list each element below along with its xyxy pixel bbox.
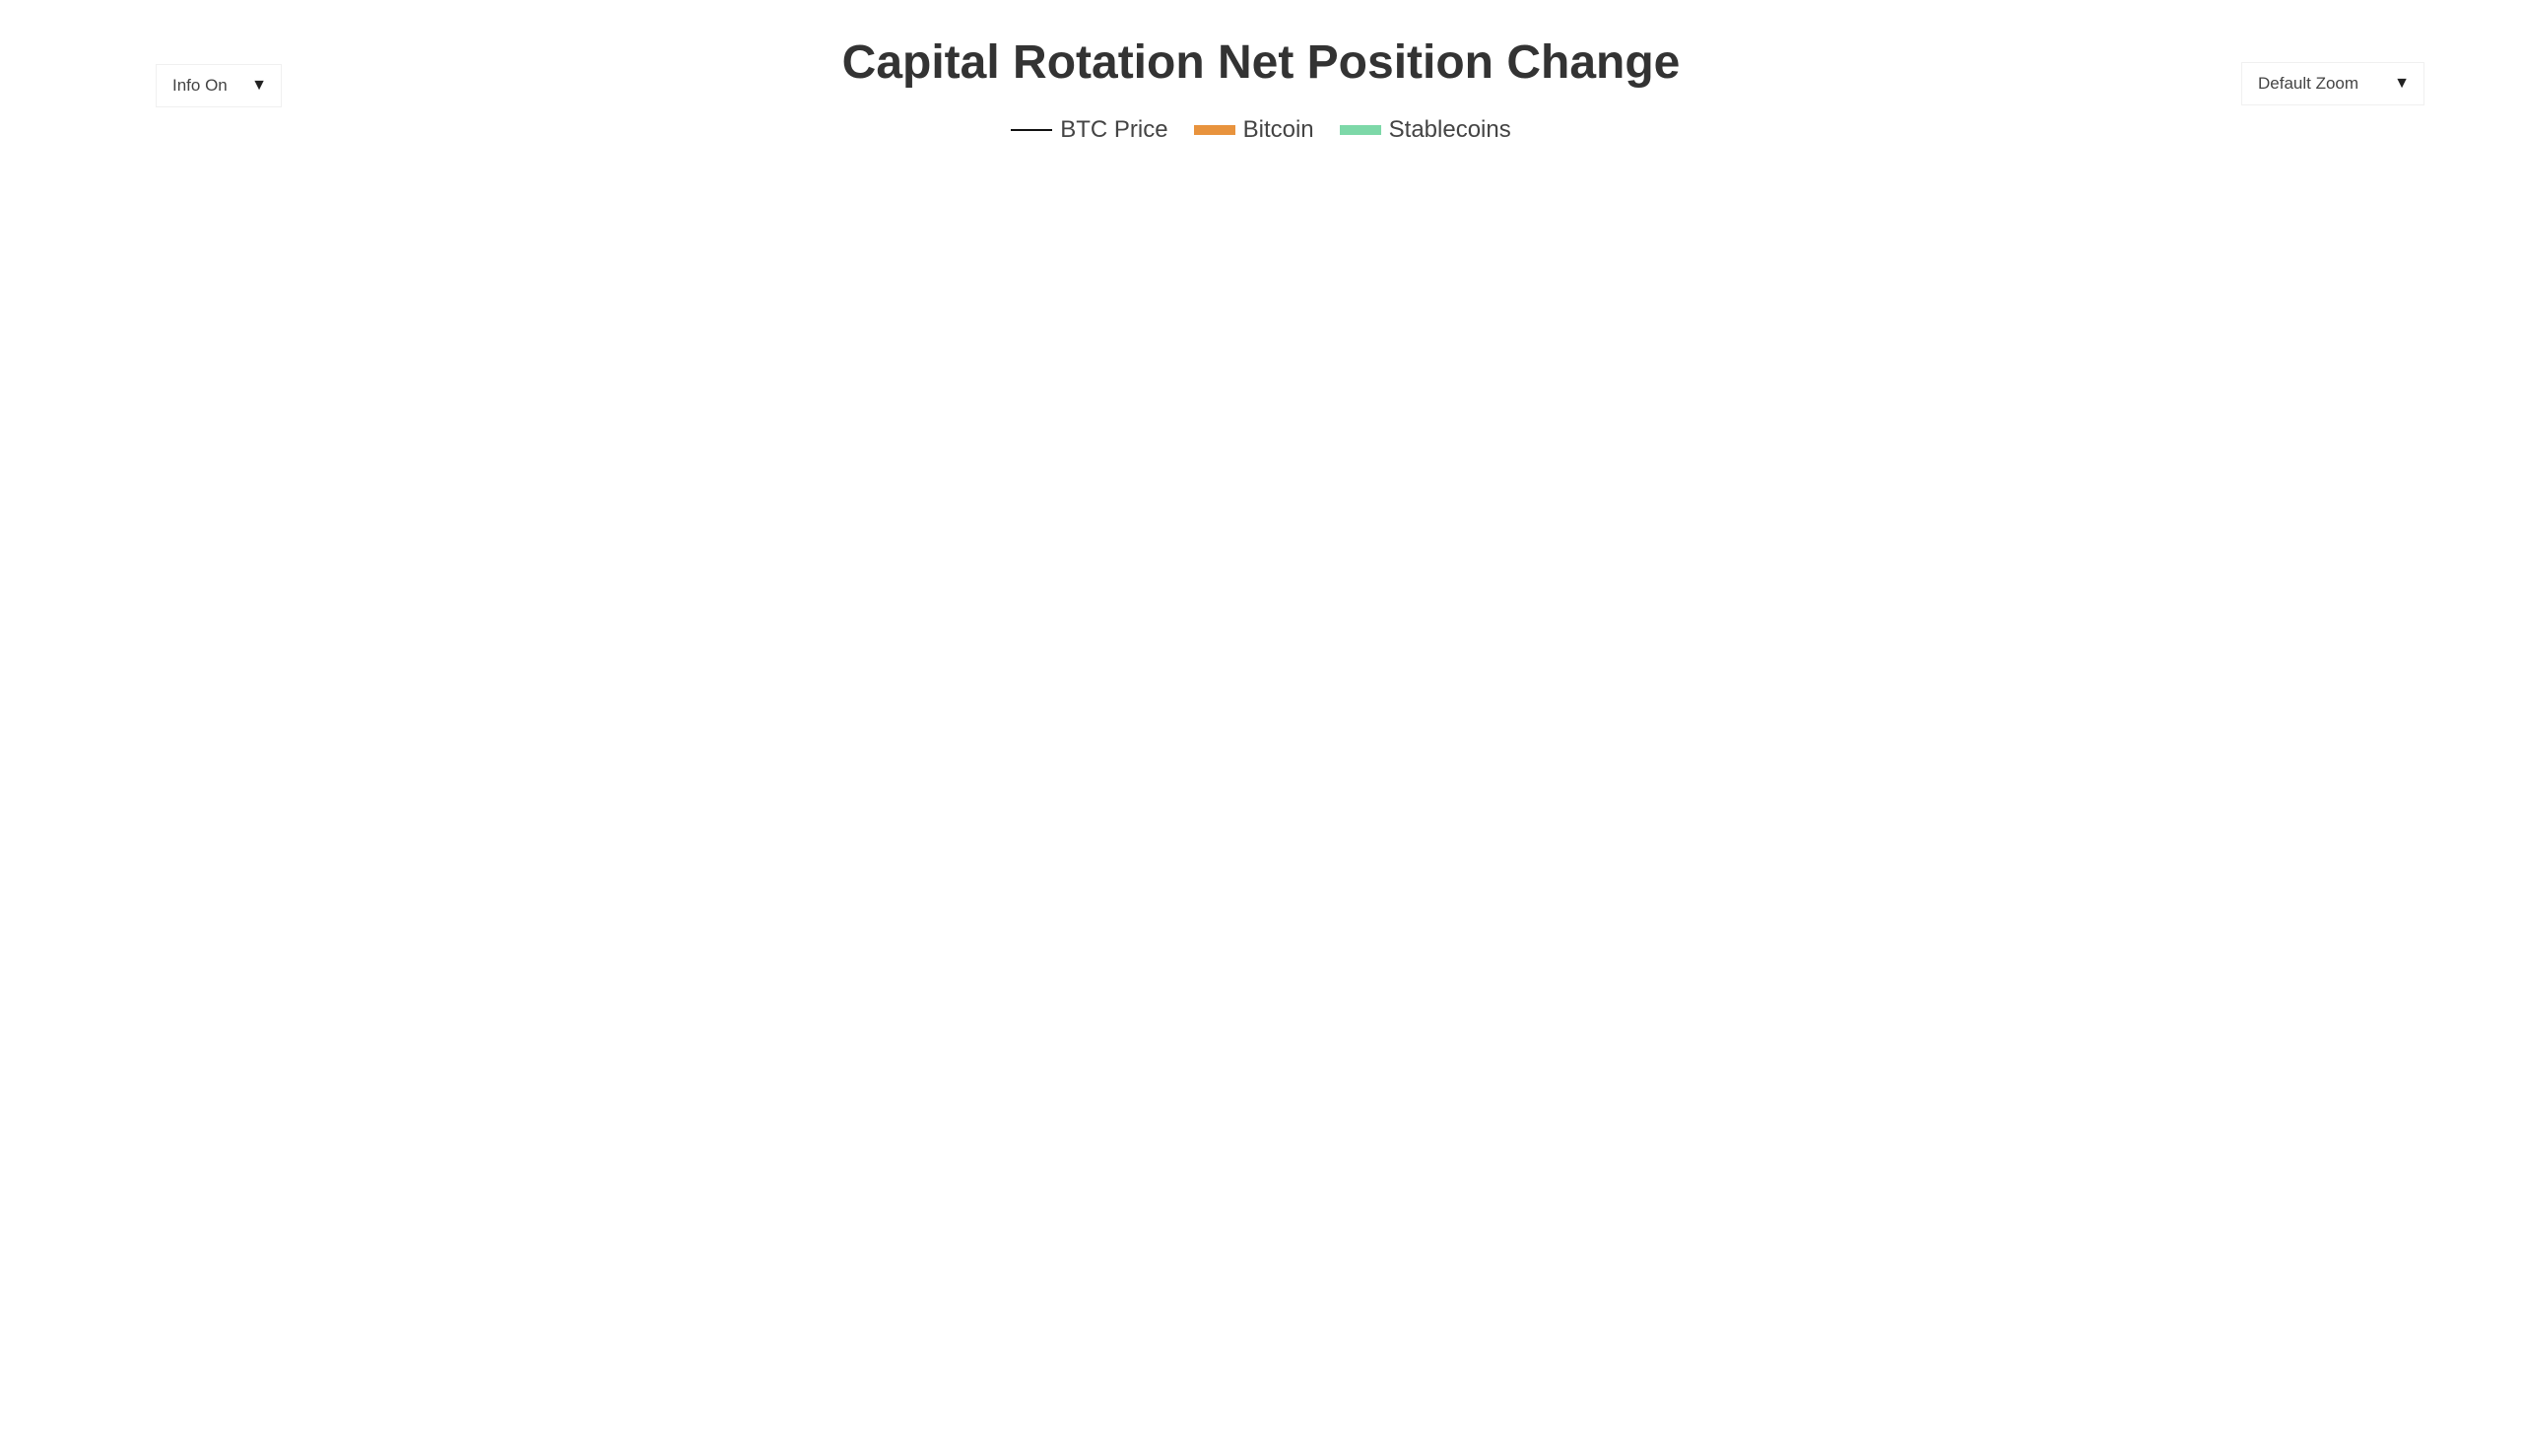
x-tick-label: 01-Jan-17 — [78, 1378, 163, 1399]
y-right-axis-title: Capital Flow Net Position Change — [2481, 535, 2508, 903]
y-left-tick-label: 1000 — [61, 1349, 102, 1369]
legend-label: Stablecoins — [1388, 116, 1511, 143]
legend-item-stablecoins[interactable]: Stablecoins — [1339, 116, 1511, 144]
caret-down-icon: ▼ — [251, 77, 267, 94]
legend-swatch — [1193, 125, 1235, 135]
y-right-tick-label: 40B — [2416, 720, 2449, 741]
legend-swatch — [1339, 125, 1381, 135]
y-right-tick-label: 80B — [2416, 390, 2449, 411]
y-left-axis-title: Price [USD] — [14, 677, 41, 806]
x-tick-label: 01-Jan-23 — [1520, 1378, 1605, 1399]
y-left-tick-label: 10k — [72, 829, 102, 850]
zoom-dropdown-label: Default Zoom — [2258, 74, 2359, 93]
info-dropdown-label: Info On — [172, 76, 228, 95]
y-left-minor-tick-label: 5 — [99, 987, 106, 1004]
y-left-minor-tick-label: 2 — [99, 155, 106, 171]
x-tick-label: 01-Jan-21 — [1039, 1378, 1124, 1399]
legend-label: Bitcoin — [1242, 116, 1314, 143]
y-left-minor-tick-label: 8 — [99, 881, 106, 897]
zoom-dropdown[interactable]: Default Zoom ▼ — [2241, 62, 2424, 105]
y-left-minor-tick-label: 9 — [99, 335, 106, 352]
x-tick-label: 01-Jan-24 — [1760, 1378, 1845, 1399]
y-right-tick-label: 20B — [2416, 886, 2449, 906]
highlight-ellipse-outline — [2252, 981, 2404, 1320]
caret-down-icon: ▼ — [2394, 75, 2410, 92]
y-left-minor-tick-label: 4 — [99, 518, 106, 535]
y-left-minor-tick-label: 2 — [99, 674, 106, 691]
legend-swatch — [1011, 129, 1053, 131]
y-left-minor-tick-label: 7 — [99, 911, 106, 928]
info-dropdown[interactable]: Info On ▼ — [156, 64, 282, 107]
legend-item-bitcoin[interactable]: Bitcoin — [1193, 116, 1314, 144]
y-left-minor-tick-label: 6 — [99, 427, 106, 443]
y-right-tick-label: 0 — [2416, 1051, 2426, 1072]
bitcoin-area — [120, 225, 2324, 1291]
x-tick-label: 01-Jan-22 — [1280, 1378, 1364, 1399]
y-left-minor-tick-label: 5 — [99, 468, 106, 485]
y-left-minor-tick-label: 7 — [99, 392, 106, 409]
highlight-ellipse — [2254, 983, 2402, 1318]
y-left-minor-tick-label: 9 — [99, 854, 106, 871]
y-left-minor-tick-label: 8 — [99, 362, 106, 378]
legend-label: BTC Price — [1060, 116, 1168, 143]
y-left-minor-tick-label: 3 — [99, 583, 106, 600]
watermark-bar — [921, 800, 972, 809]
x-tick-label: 01-Jan-25 — [2001, 1378, 2086, 1399]
y-left-minor-tick-label: 6 — [99, 946, 106, 962]
watermark-logo: checkonchain — [962, 699, 1620, 810]
stablecoins-area — [120, 894, 2324, 1127]
y-right-tick-label: −20B — [2416, 1217, 2460, 1237]
x-tick-label: 01-Jan-18 — [318, 1378, 403, 1399]
x-tick-label: 01-Jan-20 — [799, 1378, 884, 1399]
y-right-tick-label: 100B — [2416, 225, 2459, 245]
legend-item-btc-price[interactable]: BTC Price — [1011, 116, 1168, 144]
btc-price-line — [119, 285, 2325, 1358]
legend: BTC Price Bitcoin Stablecoins — [0, 116, 2522, 144]
x-tick-label: 01-Jan-26 — [2241, 1378, 2326, 1399]
x-tick-label: 01-Jan-19 — [559, 1378, 643, 1399]
y-left-minor-tick-label: 3 — [99, 1102, 106, 1119]
y-left-tick-label: 100k — [62, 310, 103, 331]
chart-title: Capital Rotation Net Position Change — [841, 36, 1681, 89]
gridlines — [119, 163, 2404, 1364]
y-right-tick-label: 60B — [2416, 556, 2449, 576]
y-left-minor-tick-label: 2 — [99, 1193, 106, 1210]
y-left-minor-tick-label: 4 — [99, 1037, 106, 1054]
